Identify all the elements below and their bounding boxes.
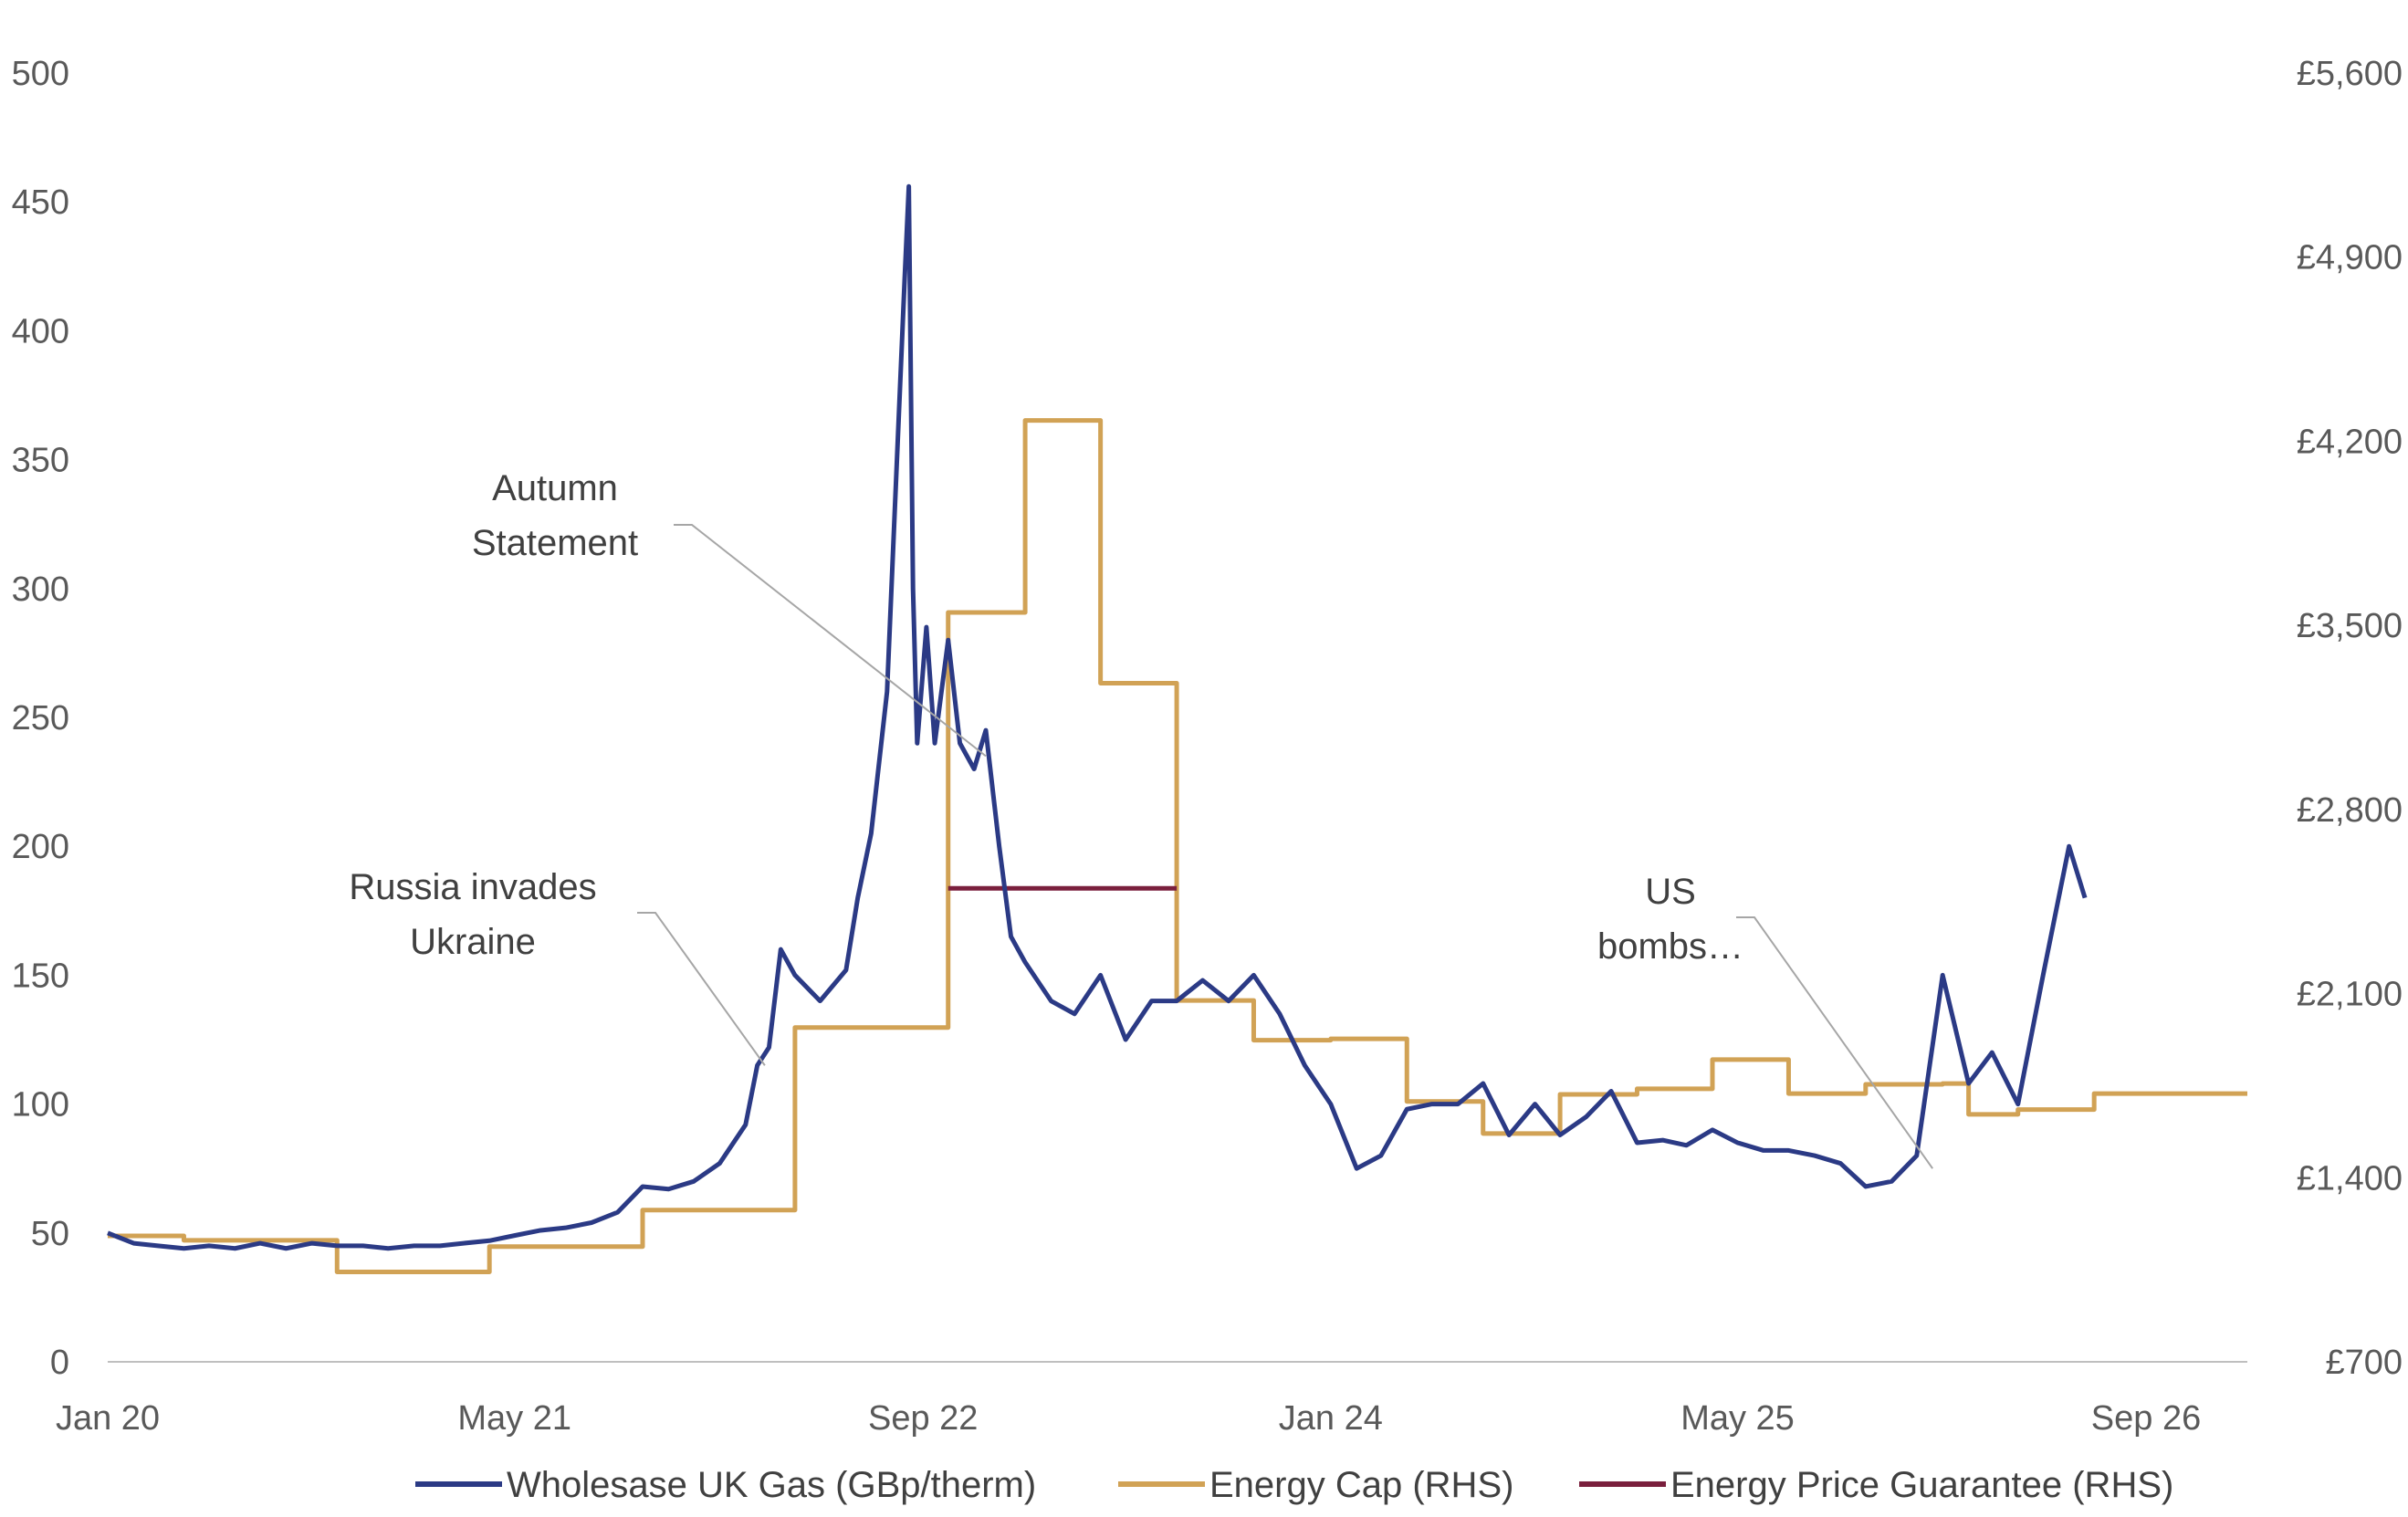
annotation-label: Ukraine: [410, 922, 536, 962]
left-tick-label: 100: [12, 1086, 69, 1125]
left-tick-label: 50: [31, 1215, 69, 1253]
x-tick-label: Sep 22: [868, 1399, 978, 1438]
left-tick-label: 250: [12, 699, 69, 738]
left-tick-label: 400: [12, 312, 69, 350]
annotation-label: US: [1645, 872, 1696, 912]
x-tick-label: Jan 20: [56, 1399, 160, 1438]
legend-label: Energy Price Guarantee (RHS): [1670, 1465, 2173, 1505]
series-layer: [107, 183, 2247, 1274]
annotation-label: Autumn: [492, 468, 618, 508]
annotation-leader-line: [637, 912, 766, 1066]
annotations: Autumn Statement Russia invades Ukraine US bo…: [349, 468, 1934, 1169]
right-tick-label: £3,500: [2297, 607, 2403, 645]
annotation-label: Statement: [472, 523, 638, 563]
right-tick-label: £5,600: [2297, 55, 2403, 93]
right-tick-label: £4,900: [2297, 239, 2403, 277]
left-axis-ticks: 0 50 100 150 200 250 300 350 400 450 500: [12, 55, 69, 1382]
x-tick-label: Sep 26: [2091, 1399, 2201, 1438]
x-tick-label: Jan 24: [1279, 1399, 1383, 1438]
annotation-label: Russia invades: [349, 867, 596, 907]
left-tick-label: 350: [12, 442, 69, 480]
left-tick-label: 200: [12, 828, 69, 866]
series-line-2: [108, 418, 2247, 1274]
legend-label: Wholesase UK Gas (GBp/therm): [507, 1465, 1036, 1505]
x-tick-label: May 25: [1680, 1399, 1795, 1438]
left-tick-label: 500: [12, 55, 69, 93]
series-line-1: [107, 183, 2088, 1251]
right-tick-label: £1,400: [2297, 1159, 2403, 1198]
right-tick-label: £4,200: [2297, 423, 2403, 461]
annotation-label: bombs…: [1597, 926, 1743, 967]
legend-label: Energy Cap (RHS): [1209, 1465, 1513, 1505]
right-axis-ticks: £700 £1,400 £2,100 £2,800 £3,500 £4,200 £4,900…: [2297, 55, 2403, 1382]
left-tick-label: 300: [12, 570, 69, 609]
x-axis-ticks: Jan 20 May 21 Sep 22 Jan 24 May 25 Sep 26: [56, 1399, 2201, 1438]
x-tick-label: May 21: [457, 1399, 571, 1438]
right-tick-label: £2,800: [2297, 791, 2403, 830]
annotation-leader-line: [1736, 916, 1934, 1169]
right-tick-label: £700: [2325, 1344, 2403, 1382]
annotation-leader-line: [674, 524, 987, 758]
legend: Wholesase UK Gas (GBp/therm) Energy Cap (…: [415, 1465, 2173, 1505]
left-tick-label: 150: [12, 957, 69, 995]
left-tick-label: 450: [12, 183, 69, 222]
right-tick-label: £2,100: [2297, 976, 2403, 1014]
left-tick-label: 0: [50, 1344, 69, 1382]
